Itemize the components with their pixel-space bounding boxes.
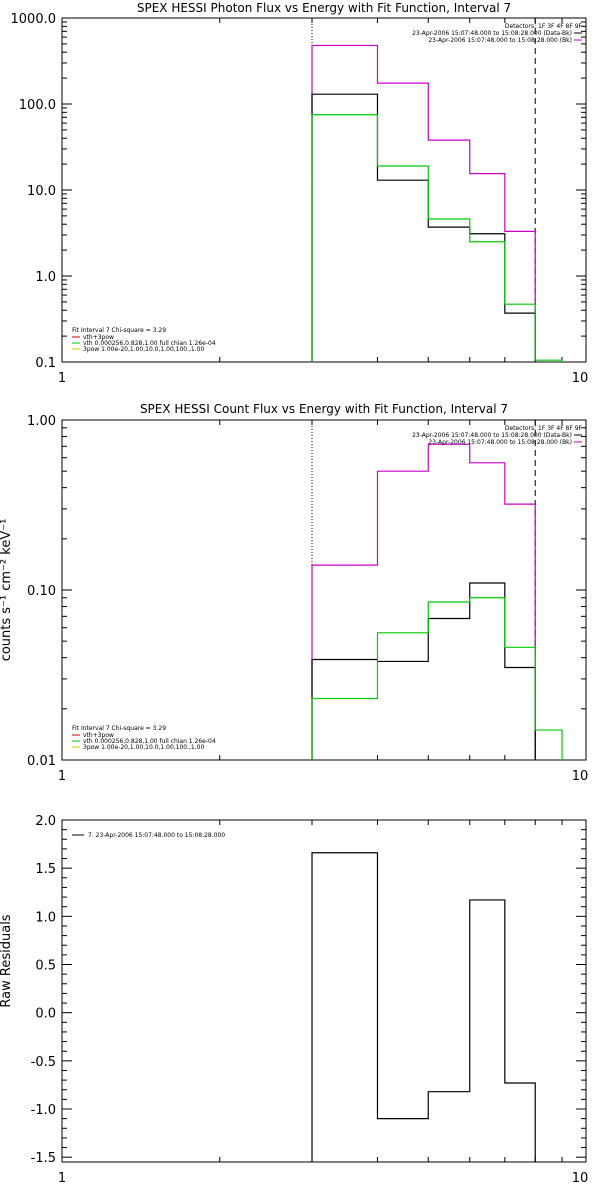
panel-3: 1 10 -1.5 -1.0 -0.5 0.0 0.5 1.0 1.5 2.0 Raw Residu… <box>0 814 588 1186</box>
detectors-label: Detectors: 1F 3F 4F 8F 9F <box>505 23 583 30</box>
y-tick-label: 0.1 <box>35 356 56 371</box>
y-tick-label: 0.10 <box>27 584 56 599</box>
legend-right-label: 23-Apr-2006 15:07:48.000 to 15:08:28.000… <box>412 432 572 439</box>
x-tick-label: 1 <box>58 1171 66 1186</box>
data-series-1 <box>311 44 536 362</box>
chart-title: SPEX HESSI Count Flux vs Energy with Fit… <box>140 402 508 416</box>
y-tick-label: 0.5 <box>35 959 56 974</box>
x-tick-label: 10 <box>572 769 589 784</box>
legend-left-label: vth+3pow <box>83 334 114 341</box>
y-axis-label: counts s⁻¹ cm⁻² keV⁻¹ <box>0 519 14 662</box>
y-tick-label: 1.0 <box>35 910 56 925</box>
legend-left-label: vth 0.000256,0.828,1.00 full chian 1.26e… <box>83 340 216 347</box>
y-tick-label: 2.0 <box>35 814 56 829</box>
legend-left-label: 3pow 1.00e-20,1.00,10.0,1.00,100.,1.00 <box>83 744 204 751</box>
panel-1: SPEX HESSI Photon Flux vs Energy with Fi… <box>11 1 589 386</box>
legend-right-label: 23-Apr-2006 15:07:48.000 to 15:08:28.000… <box>428 439 572 446</box>
data-series-2 <box>311 93 536 362</box>
y-tick-label: 10.0 <box>27 184 56 199</box>
detectors-label: Detectors: 1F 3F 4F 8F 9F <box>505 425 583 432</box>
data-series-3 <box>311 114 563 362</box>
legend-left-label: 3pow 1.00e-20,1.00,10.0,1.00,100.,1.00 <box>83 346 204 353</box>
data-series-1 <box>311 852 536 1162</box>
legend-left-label: vth 0.000256,0.828,1.00 full chian 1.26e… <box>83 738 216 745</box>
legend-left-label: vth+3pow <box>83 732 114 739</box>
y-tick-label: 100.0 <box>19 98 56 113</box>
y-axis-label: Raw Residuals <box>0 914 14 1007</box>
data-series-3 <box>311 597 563 760</box>
y-tick-label: -1.5 <box>31 1151 56 1166</box>
plot-frame <box>61 819 587 1163</box>
y-tick-label: 0.01 <box>27 754 56 769</box>
y-tick-label: -0.5 <box>31 1055 56 1070</box>
x-tick-label: 10 <box>572 1171 589 1186</box>
y-tick-label: 1.00 <box>27 414 56 429</box>
x-tick-label: 1 <box>58 769 66 784</box>
legend-left-label: 7. 23-Apr-2006 15:07:48.000 to 15:08:28.… <box>88 832 225 839</box>
x-tick-label: 1 <box>58 371 66 386</box>
legend-right-label: 23-Apr-2006 15:07:48.000 to 15:08:28.000… <box>412 30 572 37</box>
y-tick-label: 1000.0 <box>11 12 57 27</box>
legend-left-header: Fit Interval 7 Chi-square = 3.29 <box>72 725 166 732</box>
legend-left-header: Fit Interval 7 Chi-square = 3.29 <box>72 327 166 334</box>
legend-right-label: 23-Apr-2006 15:07:48.000 to 15:08:28.000… <box>428 37 572 44</box>
chart-title: SPEX HESSI Photon Flux vs Energy with Fi… <box>137 1 511 15</box>
data-series-2 <box>311 582 536 760</box>
panel-2: SPEX HESSI Count Flux vs Energy with Fit… <box>0 402 588 784</box>
data-series-1 <box>311 443 536 760</box>
y-tick-label: 0.0 <box>35 1007 56 1022</box>
y-tick-label: 1.0 <box>35 270 56 285</box>
y-tick-label: -1.0 <box>31 1103 56 1118</box>
x-tick-label: 10 <box>572 371 589 386</box>
y-tick-label: 1.5 <box>35 862 56 877</box>
